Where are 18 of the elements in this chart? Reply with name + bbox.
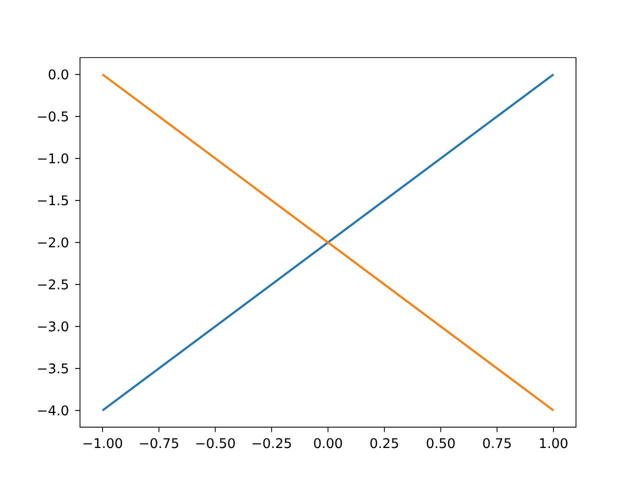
y-tick-label: −3.5 bbox=[38, 363, 68, 374]
x-tick-label: −1.00 bbox=[84, 438, 122, 448]
x-tick-label: −0.75 bbox=[140, 438, 178, 448]
y-tick-label: −1.5 bbox=[38, 195, 68, 206]
x-tick-label: −0.25 bbox=[252, 438, 291, 448]
y-tick-label: −2.0 bbox=[38, 237, 68, 248]
x-tick-label: 0.25 bbox=[370, 438, 398, 448]
y-tick-label: −1.0 bbox=[38, 153, 68, 164]
x-tick-label: 0.50 bbox=[426, 438, 455, 448]
x-tick-label: 0.75 bbox=[483, 438, 511, 448]
x-tick-label: 0.00 bbox=[314, 438, 342, 448]
y-tick-label: −3.0 bbox=[38, 321, 68, 332]
x-tick-label: 1.00 bbox=[540, 438, 568, 448]
y-tick-label: −4.0 bbox=[38, 405, 68, 416]
y-tick-label: 0.0 bbox=[48, 69, 68, 80]
y-tick-label: −0.5 bbox=[38, 111, 68, 122]
x-tick-label: −0.50 bbox=[196, 438, 235, 448]
y-tick-label: −2.5 bbox=[38, 279, 68, 290]
